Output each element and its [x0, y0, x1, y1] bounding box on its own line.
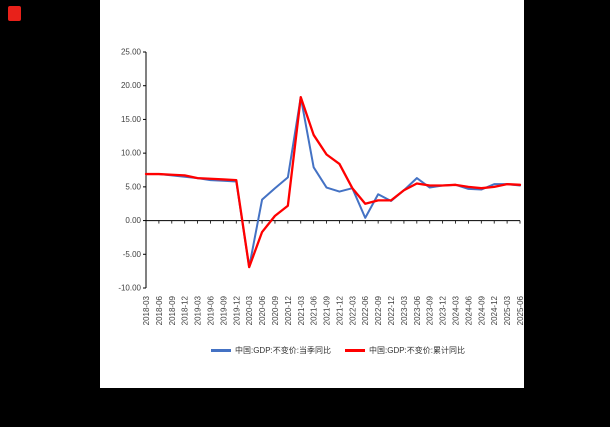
- x-tick-label: 2020-09: [271, 295, 280, 325]
- x-tick-label: 2023-06: [413, 295, 422, 325]
- x-tick-label: 2024-12: [490, 295, 499, 325]
- series-line-0: [145, 96, 521, 269]
- x-tick-label: 2024-09: [477, 295, 486, 325]
- y-tick-label: 5.00: [125, 182, 141, 191]
- y-tick-label: -10.00: [118, 284, 141, 293]
- legend-line-swatch: [210, 349, 231, 352]
- x-tick-label: 2020-03: [245, 295, 254, 325]
- gdp-chart-panel: 25.00 20.00 15.00 10.00 5.00 0.00 -5.00 -10.00 2…: [100, 0, 524, 388]
- x-tick-label: 2024-03: [452, 295, 461, 325]
- x-tick-label: 2020-06: [258, 295, 267, 325]
- chart-legend: 中国:GDP:不变价:当季同比 中国:GDP:不变价:累计同比: [152, 345, 524, 356]
- legend-label: 中国:GDP:不变价:当季同比: [234, 346, 331, 355]
- y-tick-label: 10.00: [121, 149, 142, 158]
- y-tick-label: 20.00: [121, 81, 142, 90]
- legend-label: 中国:GDP:不变价:累计同比: [369, 346, 466, 355]
- series-line-1: [144, 96, 522, 269]
- x-tick-label: 2021-03: [297, 295, 306, 325]
- legend-line-swatch: [345, 349, 365, 352]
- x-tick-label: 2022-03: [348, 295, 357, 325]
- gdp-line-chart: 25.0020.0015.0010.005.000.00-5.00-10.002…: [118, 48, 524, 326]
- x-tick-label: 2022-12: [387, 295, 396, 325]
- x-tick-label: 2021-09: [323, 295, 332, 325]
- legend-item-0: 中国:GDP:不变价:当季同比: [210, 345, 331, 356]
- x-tick-label: 2018-03: [142, 295, 151, 325]
- x-tick-label: 2021-12: [335, 295, 344, 325]
- x-tick-label: 2022-06: [361, 295, 370, 325]
- y-tick-label: 15.00: [121, 115, 142, 124]
- legend-item-1: 中国:GDP:不变价:累计同比: [345, 345, 465, 356]
- x-tick-label: 2018-12: [181, 295, 190, 325]
- x-tick-label: 2023-09: [426, 295, 435, 325]
- x-tick-label: 2019-09: [219, 295, 228, 325]
- x-tick-label: 2019-06: [206, 295, 215, 325]
- x-tick-label: 2022-09: [374, 295, 383, 325]
- x-tick-label: 2025-03: [503, 295, 512, 325]
- x-tick-label: 2023-03: [400, 295, 409, 325]
- x-tick-label: 2019-03: [194, 295, 203, 325]
- x-tick-label: 2025-06: [516, 295, 524, 325]
- x-tick-label: 2023-12: [439, 295, 448, 325]
- x-tick-label: 2024-06: [464, 295, 473, 325]
- y-tick-label: 25.00: [121, 48, 142, 57]
- watermark-logo-icon: [8, 6, 21, 21]
- x-tick-label: 2021-06: [310, 295, 319, 325]
- x-tick-label: 2019-12: [232, 295, 241, 325]
- x-tick-label: 2018-09: [168, 295, 177, 325]
- y-tick-label: -5.00: [123, 250, 142, 259]
- x-tick-label: 2018-06: [155, 295, 164, 325]
- x-tick-label: 2020-12: [284, 295, 293, 325]
- y-tick-label: 0.00: [125, 216, 141, 225]
